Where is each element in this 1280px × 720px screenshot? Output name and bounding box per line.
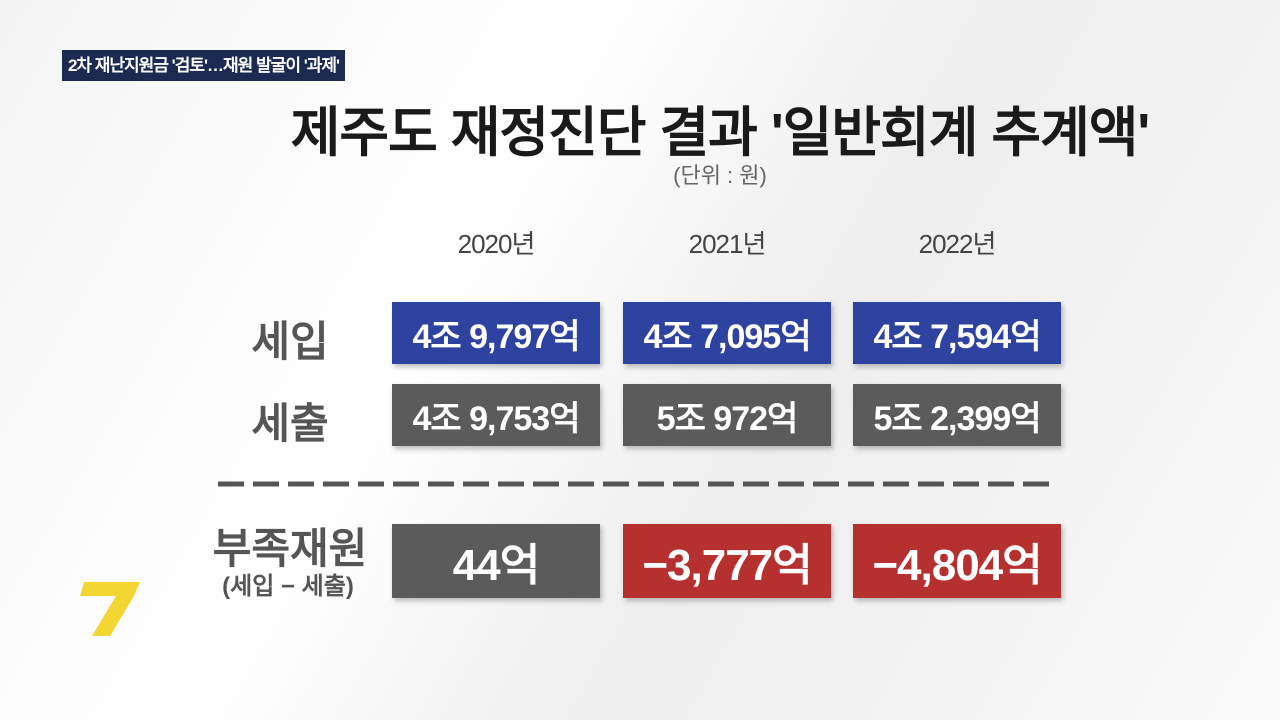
cell: 4조 9,753억 <box>392 384 600 446</box>
column-header: 2020년 <box>457 229 536 259</box>
column-header: 2022년 <box>918 229 997 259</box>
row-label: 부족재원 <box>212 525 368 572</box>
cell: 4조 9,797억 <box>392 302 600 364</box>
cell: 44억 <box>392 524 600 598</box>
cell: −3,777억 <box>623 524 831 598</box>
channel-logo <box>80 582 140 636</box>
column-header: 2021년 <box>688 229 767 259</box>
news-tag: 2차 재난지원금 '검토'…재원 발굴이 '과제' <box>62 50 345 81</box>
cell: 5조 972억 <box>623 384 831 446</box>
cell: 4조 7,594억 <box>853 302 1061 364</box>
title: 제주도 재정진단 결과 '일반회계 추계액' <box>290 103 1151 163</box>
cell: 5조 2,399억 <box>853 384 1061 446</box>
cell: −4,804억 <box>853 524 1061 598</box>
cell: 4조 7,095억 <box>623 302 831 364</box>
unit: (단위 : 원) <box>673 163 767 188</box>
row-sublabel: (세입 − 세출) <box>222 573 354 600</box>
row-label: 세출 <box>251 400 329 447</box>
row-label: 세입 <box>251 318 329 365</box>
